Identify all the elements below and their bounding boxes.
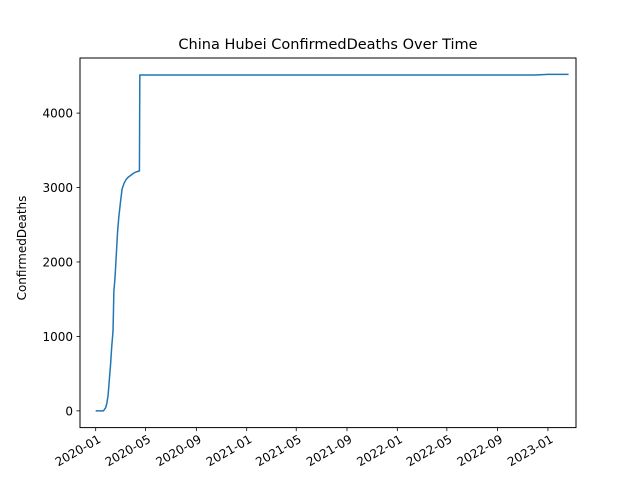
x-tick-label: 2022-01 xyxy=(354,432,404,469)
x-tick-label: 2023-01 xyxy=(505,432,555,469)
x-tick-label: 2022-09 xyxy=(455,432,505,469)
y-tick-label: 2000 xyxy=(42,255,73,269)
y-tick-label: 0 xyxy=(65,404,73,418)
x-tick-label: 2022-05 xyxy=(404,432,454,469)
plot-frame xyxy=(79,57,577,429)
series-line-0 xyxy=(95,73,569,412)
y-tick-label: 1000 xyxy=(42,330,73,344)
y-axis-label: ConfirmedDeaths xyxy=(15,196,29,301)
x-axis: 2020-01 2020-05 2020-09 2021-01 2021-05 2021-… xyxy=(53,427,555,469)
y-tick-label: 4000 xyxy=(42,107,73,121)
chart-title: China Hubei ConfirmedDeaths Over Time xyxy=(178,37,477,53)
series-layer xyxy=(95,73,569,412)
x-tick-label: 2020-05 xyxy=(103,432,153,469)
y-tick-label: 3000 xyxy=(42,181,73,195)
x-tick-label: 2020-01 xyxy=(53,432,103,469)
x-tick-label: 2020-09 xyxy=(153,432,203,469)
x-tick-label: 2021-05 xyxy=(253,432,303,469)
x-tick-label: 2021-01 xyxy=(204,432,254,469)
x-tick-label: 2021-09 xyxy=(304,432,354,469)
y-axis: 0 1000 2000 3000 4000 xyxy=(42,107,80,418)
